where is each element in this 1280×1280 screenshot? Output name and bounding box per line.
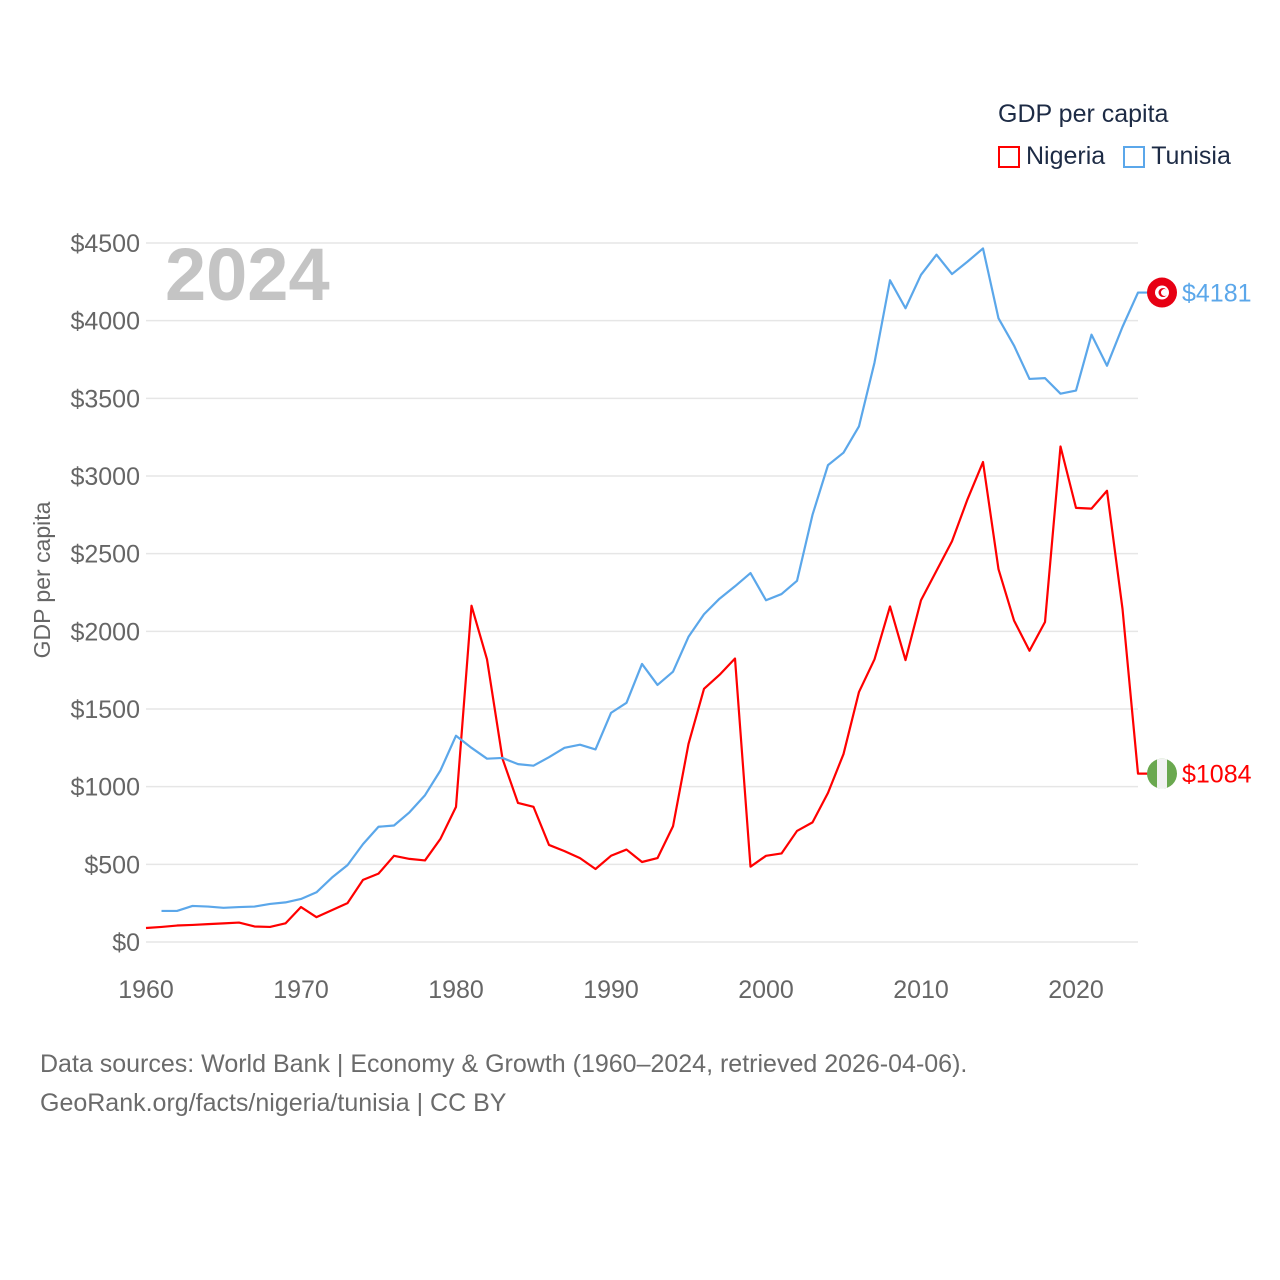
y-tick-label: $4500 [70,230,140,258]
y-axis-label: GDP per capita [29,501,55,658]
y-tick-label: $2000 [70,618,140,646]
end-value-label-nigeria: $1084 [1182,761,1252,789]
legend-label: Nigeria [1026,142,1106,170]
legend-item-tunisia[interactable]: Tunisia [1123,142,1231,171]
x-tick-label: 1960 [118,976,174,1004]
tunisia-flag-crescent-inner [1161,289,1168,297]
source-line-1: Data sources: World Bank | Economy & Gro… [40,1050,968,1078]
y-tick-label: $3000 [70,463,140,491]
legend-swatch-nigeria [998,145,1020,168]
year-label: 2024 [165,233,330,316]
legend-title: GDP per capita [998,100,1169,128]
source-line-2: GeoRank.org/facts/nigeria/tunisia | CC B… [40,1089,507,1117]
series-line-tunisia [161,247,1148,913]
end-value-label-tunisia: $4181 [1182,280,1252,308]
x-tick-label: 1990 [583,976,639,1004]
y-tick-label: $2500 [70,541,140,569]
data-source: Data sources: World Bank | Economy & Gro… [40,1045,967,1123]
legend-item-nigeria[interactable]: Nigeria [998,142,1105,171]
y-tick-label: $500 [84,851,140,879]
x-tick-label: 2000 [738,976,794,1004]
y-tick-label: $3500 [70,385,140,413]
y-tick-label: $1500 [70,696,140,724]
series-line-nigeria [145,445,1148,930]
x-tick-label: 1980 [428,976,484,1004]
x-tick-label: 2010 [893,976,949,1004]
legend: Nigeria Tunisia [998,142,1231,171]
y-tick-label: $4000 [70,308,140,336]
legend-label: Tunisia [1151,142,1231,170]
legend-swatch-tunisia [1123,145,1146,168]
y-tick-label: $1000 [70,774,140,802]
y-tick-label: $0 [112,929,140,957]
x-tick-label: 1970 [273,976,329,1004]
x-tick-label: 2020 [1048,976,1104,1004]
nigeria-flag-center [1157,758,1167,789]
